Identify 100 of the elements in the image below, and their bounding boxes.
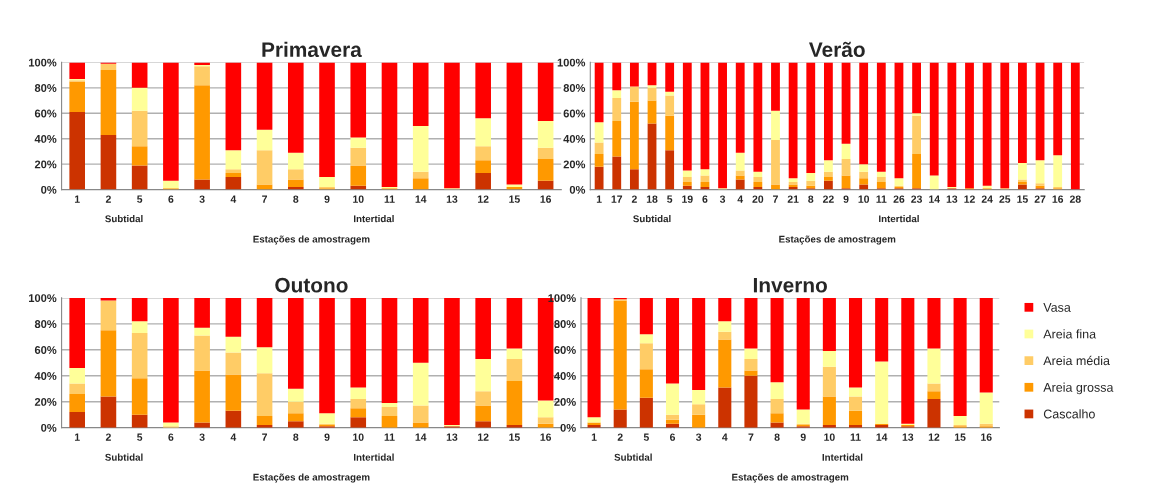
- x-tick-label: 17: [611, 195, 623, 203]
- bar: [796, 409, 810, 424]
- text: Subtidal: [633, 215, 671, 223]
- y-tick-label: 60%: [563, 109, 586, 118]
- bar: [876, 176, 886, 182]
- bar: [194, 179, 210, 190]
- bar: [131, 110, 148, 147]
- bar: [225, 150, 242, 170]
- bar: [665, 115, 675, 151]
- text: Subtidal: [105, 215, 143, 223]
- bar: [700, 62, 710, 170]
- bar: [163, 422, 179, 427]
- bar: [350, 399, 367, 409]
- bar: [350, 165, 367, 186]
- x-tick-label: 24: [981, 195, 993, 203]
- x-tick-label: 6: [168, 195, 174, 203]
- x-tick-label: 5: [137, 195, 143, 203]
- bar: [859, 178, 869, 185]
- bar: [753, 181, 763, 188]
- bar: [1018, 162, 1027, 180]
- y-tick-label: 20%: [554, 397, 576, 406]
- x-tick-label: 5: [643, 433, 649, 441]
- bar: [163, 297, 179, 423]
- y-tick-label: 60%: [554, 346, 576, 354]
- x-tick-label: 10: [353, 195, 364, 203]
- x-tick-label: 11: [876, 195, 887, 203]
- bar: [771, 62, 780, 111]
- x-tick-label: 4: [722, 433, 728, 441]
- bar: [979, 297, 993, 393]
- x-tick-label: 16: [540, 195, 552, 203]
- bar: [953, 415, 967, 426]
- bar: [665, 414, 680, 420]
- bar: [412, 362, 429, 406]
- x-tick-label: 5: [137, 433, 143, 441]
- bar: [770, 422, 784, 428]
- y-tick-label: 60%: [34, 346, 57, 354]
- bar: [412, 62, 429, 126]
- x-tick-label: 10: [353, 433, 364, 441]
- bar: [665, 383, 680, 415]
- bar: [412, 422, 429, 428]
- x-tick-label: 9: [324, 433, 330, 441]
- bar: [806, 173, 816, 181]
- y-tick-label: 100%: [548, 294, 576, 303]
- bar: [350, 408, 367, 418]
- bar: [194, 422, 210, 428]
- legend-label: Cascalho: [1043, 409, 1095, 419]
- bar: [319, 297, 335, 414]
- bar: [319, 62, 335, 177]
- legend-label: Areia grossa: [1043, 382, 1114, 395]
- x-tick-label: 10: [824, 433, 835, 441]
- bar: [718, 321, 732, 332]
- bar: [639, 397, 653, 428]
- bar: [753, 62, 763, 172]
- x-tick-label: 8: [293, 195, 299, 203]
- bar: [848, 396, 863, 411]
- text: Intertidal: [879, 215, 919, 223]
- bar: [822, 351, 836, 367]
- bar: [475, 297, 491, 359]
- bar: [692, 390, 706, 405]
- bar: [927, 391, 941, 400]
- bar: [475, 421, 491, 428]
- y-tick-label: 0%: [41, 423, 57, 432]
- y-tick-label: 0%: [41, 185, 57, 194]
- bar: [444, 62, 460, 189]
- bar: [1018, 62, 1027, 163]
- bar: [506, 380, 523, 426]
- bar: [629, 169, 639, 190]
- bar: [894, 62, 904, 179]
- bar: [953, 297, 967, 416]
- bar: [796, 297, 810, 410]
- bar: [412, 405, 429, 423]
- bar: [381, 297, 398, 403]
- y-tick-label: 40%: [34, 372, 57, 380]
- bar: [412, 178, 429, 190]
- bar: [287, 179, 304, 188]
- bar: [682, 170, 692, 177]
- y-tick-label: 80%: [554, 320, 576, 328]
- x-tick-label: 18: [646, 195, 658, 203]
- x-tick-label: 12: [478, 195, 489, 203]
- bar: [594, 122, 604, 143]
- bar: [225, 410, 242, 428]
- bar: [163, 62, 179, 181]
- bar: [475, 173, 491, 190]
- bar: [131, 62, 148, 88]
- bar: [69, 383, 86, 394]
- bar: [647, 123, 657, 190]
- bar: [587, 417, 601, 423]
- x-tick-label: 13: [902, 433, 914, 441]
- x-tick-label: 27: [1034, 195, 1046, 203]
- bar: [350, 137, 367, 148]
- x-tick-label: 8: [774, 433, 780, 441]
- x-tick-label: 12: [964, 195, 975, 203]
- bar: [647, 87, 657, 101]
- bar: [225, 374, 242, 411]
- x-axis-title: Estações de amostragem: [253, 473, 370, 483]
- bar: [131, 321, 148, 333]
- bar: [256, 347, 273, 374]
- x-tick-label: 15: [954, 433, 966, 441]
- bar: [613, 409, 627, 428]
- bar: [718, 62, 727, 189]
